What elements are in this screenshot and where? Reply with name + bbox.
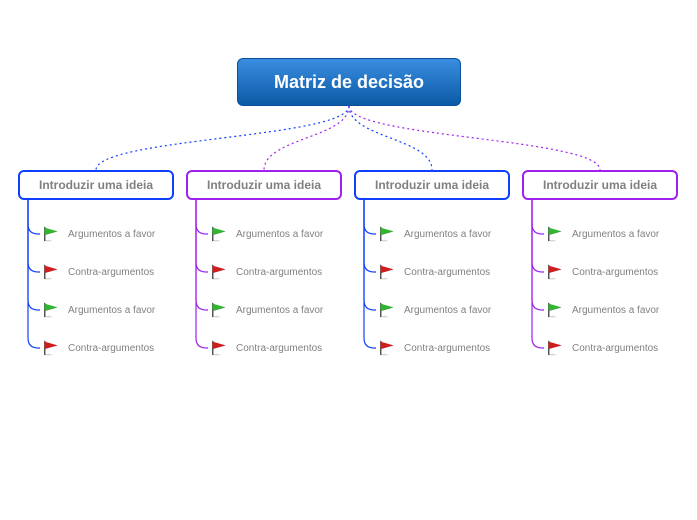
leaf-node[interactable]: Contra-argumentos	[210, 334, 322, 362]
leaf-label: Contra-argumentos	[236, 343, 322, 354]
mindmap-canvas: Matriz de decisão Introduzir uma ideia Ar…	[0, 0, 697, 520]
flag-icon	[546, 302, 564, 318]
leaf-node[interactable]: Argumentos a favor	[546, 296, 659, 324]
leaf-node[interactable]: Contra-argumentos	[378, 334, 490, 362]
leaf-node[interactable]: Argumentos a favor	[210, 296, 323, 324]
leaf-node[interactable]: Argumentos a favor	[42, 296, 155, 324]
leaf-node[interactable]: Argumentos a favor	[42, 220, 155, 248]
flag-icon	[210, 302, 228, 318]
leaf-label: Contra-argumentos	[572, 267, 658, 278]
flag-icon	[378, 302, 396, 318]
flag-icon	[546, 340, 564, 356]
leaf-node[interactable]: Contra-argumentos	[42, 334, 154, 362]
leaf-label: Contra-argumentos	[404, 343, 490, 354]
branch-label: Introduzir uma ideia	[207, 178, 321, 192]
root-label: Matriz de decisão	[274, 72, 424, 93]
flag-icon	[42, 340, 60, 356]
branch-label: Introduzir uma ideia	[543, 178, 657, 192]
branch-node[interactable]: Introduzir uma ideia	[18, 170, 174, 200]
leaf-node[interactable]: Contra-argumentos	[378, 258, 490, 286]
leaf-node[interactable]: Contra-argumentos	[42, 258, 154, 286]
leaf-label: Argumentos a favor	[236, 305, 323, 316]
branch-label: Introduzir uma ideia	[375, 178, 489, 192]
leaf-node[interactable]: Contra-argumentos	[546, 258, 658, 286]
root-node[interactable]: Matriz de decisão	[237, 58, 461, 106]
flag-icon	[546, 264, 564, 280]
flag-icon	[210, 264, 228, 280]
leaf-node[interactable]: Argumentos a favor	[546, 220, 659, 248]
flag-icon	[378, 264, 396, 280]
leaf-label: Contra-argumentos	[404, 267, 490, 278]
branch-node[interactable]: Introduzir uma ideia	[354, 170, 510, 200]
leaf-node[interactable]: Contra-argumentos	[546, 334, 658, 362]
flag-icon	[378, 226, 396, 242]
leaf-label: Contra-argumentos	[572, 343, 658, 354]
leaf-label: Contra-argumentos	[68, 343, 154, 354]
flag-icon	[546, 226, 564, 242]
leaf-label: Argumentos a favor	[404, 305, 491, 316]
leaf-node[interactable]: Argumentos a favor	[210, 220, 323, 248]
flag-icon	[42, 302, 60, 318]
leaf-label: Argumentos a favor	[236, 229, 323, 240]
branch-node[interactable]: Introduzir uma ideia	[522, 170, 678, 200]
leaf-label: Argumentos a favor	[68, 229, 155, 240]
leaf-node[interactable]: Argumentos a favor	[378, 220, 491, 248]
leaf-node[interactable]: Contra-argumentos	[210, 258, 322, 286]
flag-icon	[378, 340, 396, 356]
leaf-node[interactable]: Argumentos a favor	[378, 296, 491, 324]
flag-icon	[210, 226, 228, 242]
leaf-label: Argumentos a favor	[572, 305, 659, 316]
leaf-label: Contra-argumentos	[236, 267, 322, 278]
flag-icon	[210, 340, 228, 356]
leaf-label: Argumentos a favor	[68, 305, 155, 316]
flag-icon	[42, 264, 60, 280]
branch-label: Introduzir uma ideia	[39, 178, 153, 192]
branch-node[interactable]: Introduzir uma ideia	[186, 170, 342, 200]
leaf-label: Contra-argumentos	[68, 267, 154, 278]
flag-icon	[42, 226, 60, 242]
leaf-label: Argumentos a favor	[404, 229, 491, 240]
leaf-label: Argumentos a favor	[572, 229, 659, 240]
